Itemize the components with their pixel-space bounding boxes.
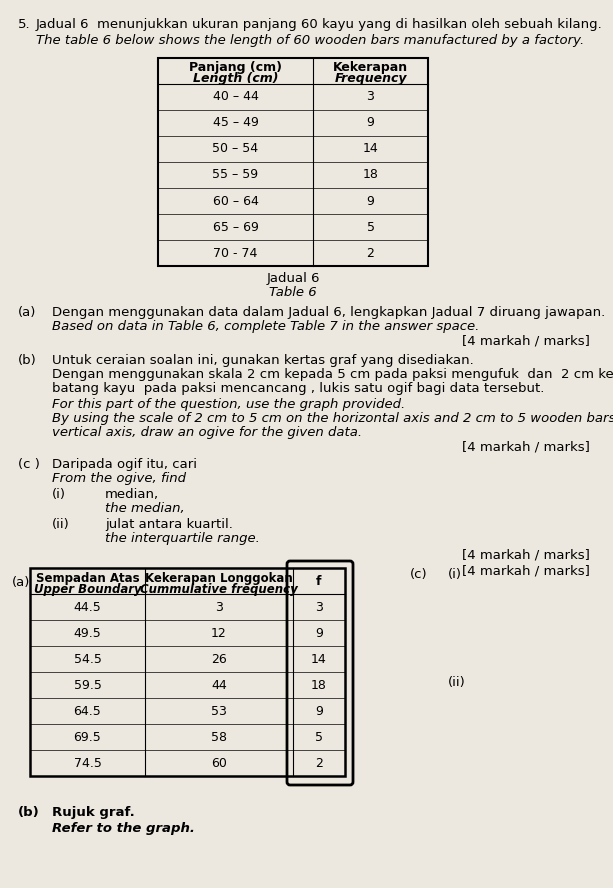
- Text: Dengan menggunakan skala 2 cm kepada 5 cm pada paksi mengufuk  dan  2 cm kepada : Dengan menggunakan skala 2 cm kepada 5 c…: [52, 368, 613, 381]
- Text: Rujuk graf.: Rujuk graf.: [52, 806, 135, 819]
- Text: julat antara kuartil.: julat antara kuartil.: [105, 518, 233, 531]
- Text: Jadual 6  menunjukkan ukuran panjang 60 kayu yang di hasilkan oleh sebuah kilang: Jadual 6 menunjukkan ukuran panjang 60 k…: [36, 18, 603, 31]
- Text: 50 – 54: 50 – 54: [213, 142, 259, 155]
- Text: (ii): (ii): [52, 518, 70, 531]
- Text: 3: 3: [215, 600, 223, 614]
- Text: (c): (c): [410, 568, 428, 581]
- Text: Kekerapan: Kekerapan: [333, 61, 408, 74]
- Text: 9: 9: [367, 116, 375, 130]
- Text: 9: 9: [315, 704, 323, 718]
- Text: 5.: 5.: [18, 18, 31, 31]
- Text: f: f: [316, 575, 322, 588]
- Text: The table 6 below shows the length of 60 wooden bars manufactured by a factory.: The table 6 below shows the length of 60…: [36, 34, 584, 47]
- Text: vertical axis, draw an ogive for the given data.: vertical axis, draw an ogive for the giv…: [52, 426, 362, 439]
- Text: Frequency: Frequency: [334, 72, 407, 85]
- Text: [4 markah / marks]: [4 markah / marks]: [462, 440, 590, 453]
- Text: Sempadan Atas: Sempadan Atas: [36, 572, 139, 585]
- Text: (b): (b): [18, 354, 37, 367]
- Text: 69.5: 69.5: [74, 731, 101, 743]
- Text: (b): (b): [18, 806, 40, 819]
- Text: (ii): (ii): [448, 676, 466, 689]
- Text: 26: 26: [211, 653, 227, 665]
- Text: (a): (a): [18, 306, 36, 319]
- Text: Refer to the graph.: Refer to the graph.: [52, 822, 195, 835]
- Text: 5: 5: [315, 731, 323, 743]
- Text: Panjang (cm): Panjang (cm): [189, 61, 282, 74]
- Text: From the ogive, find: From the ogive, find: [52, 472, 186, 485]
- Text: (i): (i): [52, 488, 66, 501]
- Text: 40 – 44: 40 – 44: [213, 91, 259, 104]
- Text: 3: 3: [367, 91, 375, 104]
- Text: 64.5: 64.5: [74, 704, 101, 718]
- Text: 14: 14: [363, 142, 378, 155]
- Text: [4 markah / marks]: [4 markah / marks]: [462, 548, 590, 561]
- Text: 65 – 69: 65 – 69: [213, 220, 259, 234]
- Bar: [30, 568, 345, 776]
- Text: 58: 58: [211, 731, 227, 743]
- Text: 2: 2: [315, 757, 323, 770]
- Bar: [158, 58, 428, 266]
- Text: Daripada ogif itu, cari: Daripada ogif itu, cari: [52, 458, 197, 471]
- Text: 55 – 59: 55 – 59: [213, 169, 259, 181]
- Text: 44.5: 44.5: [74, 600, 101, 614]
- Text: (c ): (c ): [18, 458, 40, 471]
- Text: 60 – 64: 60 – 64: [213, 194, 259, 208]
- Text: 44: 44: [211, 678, 227, 692]
- Text: Untuk ceraian soalan ini, gunakan kertas graf yang disediakan.: Untuk ceraian soalan ini, gunakan kertas…: [52, 354, 474, 367]
- Text: Table 6: Table 6: [269, 286, 317, 299]
- Text: 14: 14: [311, 653, 327, 665]
- Text: Jadual 6: Jadual 6: [266, 272, 320, 285]
- Text: 60: 60: [211, 757, 227, 770]
- Text: 18: 18: [362, 169, 378, 181]
- Text: 53: 53: [211, 704, 227, 718]
- Text: 70 - 74: 70 - 74: [213, 247, 257, 259]
- Text: 74.5: 74.5: [74, 757, 101, 770]
- Text: Based on data in Table 6, complete Table 7 in the answer space.: Based on data in Table 6, complete Table…: [52, 320, 479, 333]
- Text: Kekerapan Longgokan: Kekerapan Longgokan: [145, 572, 293, 585]
- Text: 9: 9: [367, 194, 375, 208]
- Text: median,: median,: [105, 488, 159, 501]
- Text: the median,: the median,: [105, 502, 185, 515]
- Text: 54.5: 54.5: [74, 653, 101, 665]
- Text: Length (cm): Length (cm): [192, 72, 278, 85]
- Text: (i): (i): [448, 568, 462, 581]
- Text: Cummulative frequency: Cummulative frequency: [140, 583, 298, 596]
- Text: the interquartile range.: the interquartile range.: [105, 532, 260, 545]
- Text: 9: 9: [315, 627, 323, 639]
- Text: By using the scale of 2 cm to 5 cm on the horizontal axis and 2 cm to 5 wooden b: By using the scale of 2 cm to 5 cm on th…: [52, 412, 613, 425]
- Text: 18: 18: [311, 678, 327, 692]
- Text: [4 markah / marks]: [4 markah / marks]: [462, 334, 590, 347]
- Text: Dengan menggunakan data dalam Jadual 6, lengkapkan Jadual 7 diruang jawapan.: Dengan menggunakan data dalam Jadual 6, …: [52, 306, 605, 319]
- Text: batang kayu  pada paksi mencancang , lukis satu ogif bagi data tersebut.: batang kayu pada paksi mencancang , luki…: [52, 382, 544, 395]
- Text: For this part of the question, use the graph provided.: For this part of the question, use the g…: [52, 398, 405, 411]
- Text: 5: 5: [367, 220, 375, 234]
- Text: 45 – 49: 45 – 49: [213, 116, 259, 130]
- Text: (a): (a): [12, 576, 31, 589]
- Text: 49.5: 49.5: [74, 627, 101, 639]
- Text: 12: 12: [211, 627, 227, 639]
- Text: 3: 3: [315, 600, 323, 614]
- Text: 2: 2: [367, 247, 375, 259]
- Text: [4 markah / marks]: [4 markah / marks]: [462, 564, 590, 577]
- Text: Upper Boundary: Upper Boundary: [34, 583, 142, 596]
- Text: 59.5: 59.5: [74, 678, 101, 692]
